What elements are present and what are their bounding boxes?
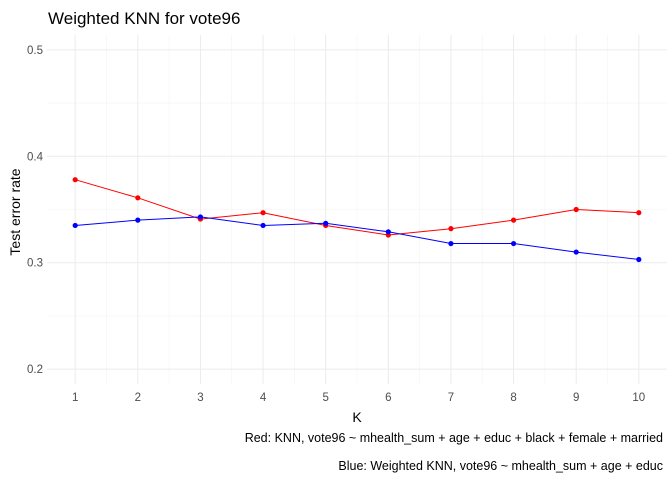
x-tick-label: 3	[197, 392, 203, 404]
y-tick-label: 0.3	[27, 258, 43, 270]
series-0-point	[260, 210, 266, 216]
x-axis-title: K	[352, 409, 362, 425]
series-0-point	[636, 210, 642, 216]
series-1-point	[636, 256, 642, 263]
series-1-point	[510, 240, 517, 247]
x-tick-label: 9	[573, 392, 579, 404]
series-line-0	[75, 179, 639, 236]
x-tick-label: 5	[322, 392, 328, 404]
caption-red: Red: KNN, vote96 ~ mhealth_sum + age + e…	[245, 431, 663, 445]
series-layer	[72, 177, 642, 263]
series-1-point	[573, 249, 579, 255]
x-tick-label: 8	[510, 392, 516, 404]
series-1-point	[448, 240, 454, 247]
x-tick-label: 1	[72, 392, 78, 404]
x-tick-labels: 1 2 3 4 5 6 7 8 9 10	[72, 392, 645, 404]
y-tick-label: 0.5	[27, 45, 43, 57]
y-axis-title: Test error rate	[7, 168, 23, 255]
series-1-point	[323, 220, 329, 226]
series-0-point	[135, 195, 141, 201]
y-tick-label: 0.4	[27, 151, 44, 163]
x-tick-label: 6	[385, 392, 391, 404]
series-0-point	[72, 177, 78, 183]
series-1-point	[197, 214, 204, 220]
series-0-point	[573, 206, 579, 213]
series-1-point	[385, 229, 391, 235]
y-tick-labels: 0.2 0.3 0.4 0.5	[27, 45, 44, 376]
series-0-point	[510, 217, 517, 223]
caption-blue: Blue: Weighted KNN, vote96 ~ mhealth_sum…	[338, 459, 663, 473]
x-tick-label: 4	[260, 392, 267, 404]
series-1-point	[135, 217, 141, 223]
x-tick-label: 10	[632, 392, 645, 404]
y-tick-label: 0.2	[27, 364, 43, 376]
series-line-1	[75, 216, 639, 260]
chart-title: Weighted KNN for vote96	[48, 9, 240, 28]
x-tick-label: 7	[448, 392, 454, 404]
series-1-point	[260, 222, 266, 229]
x-tick-label: 2	[135, 392, 141, 404]
series-1-point	[72, 222, 78, 229]
series-0-point	[448, 226, 454, 232]
